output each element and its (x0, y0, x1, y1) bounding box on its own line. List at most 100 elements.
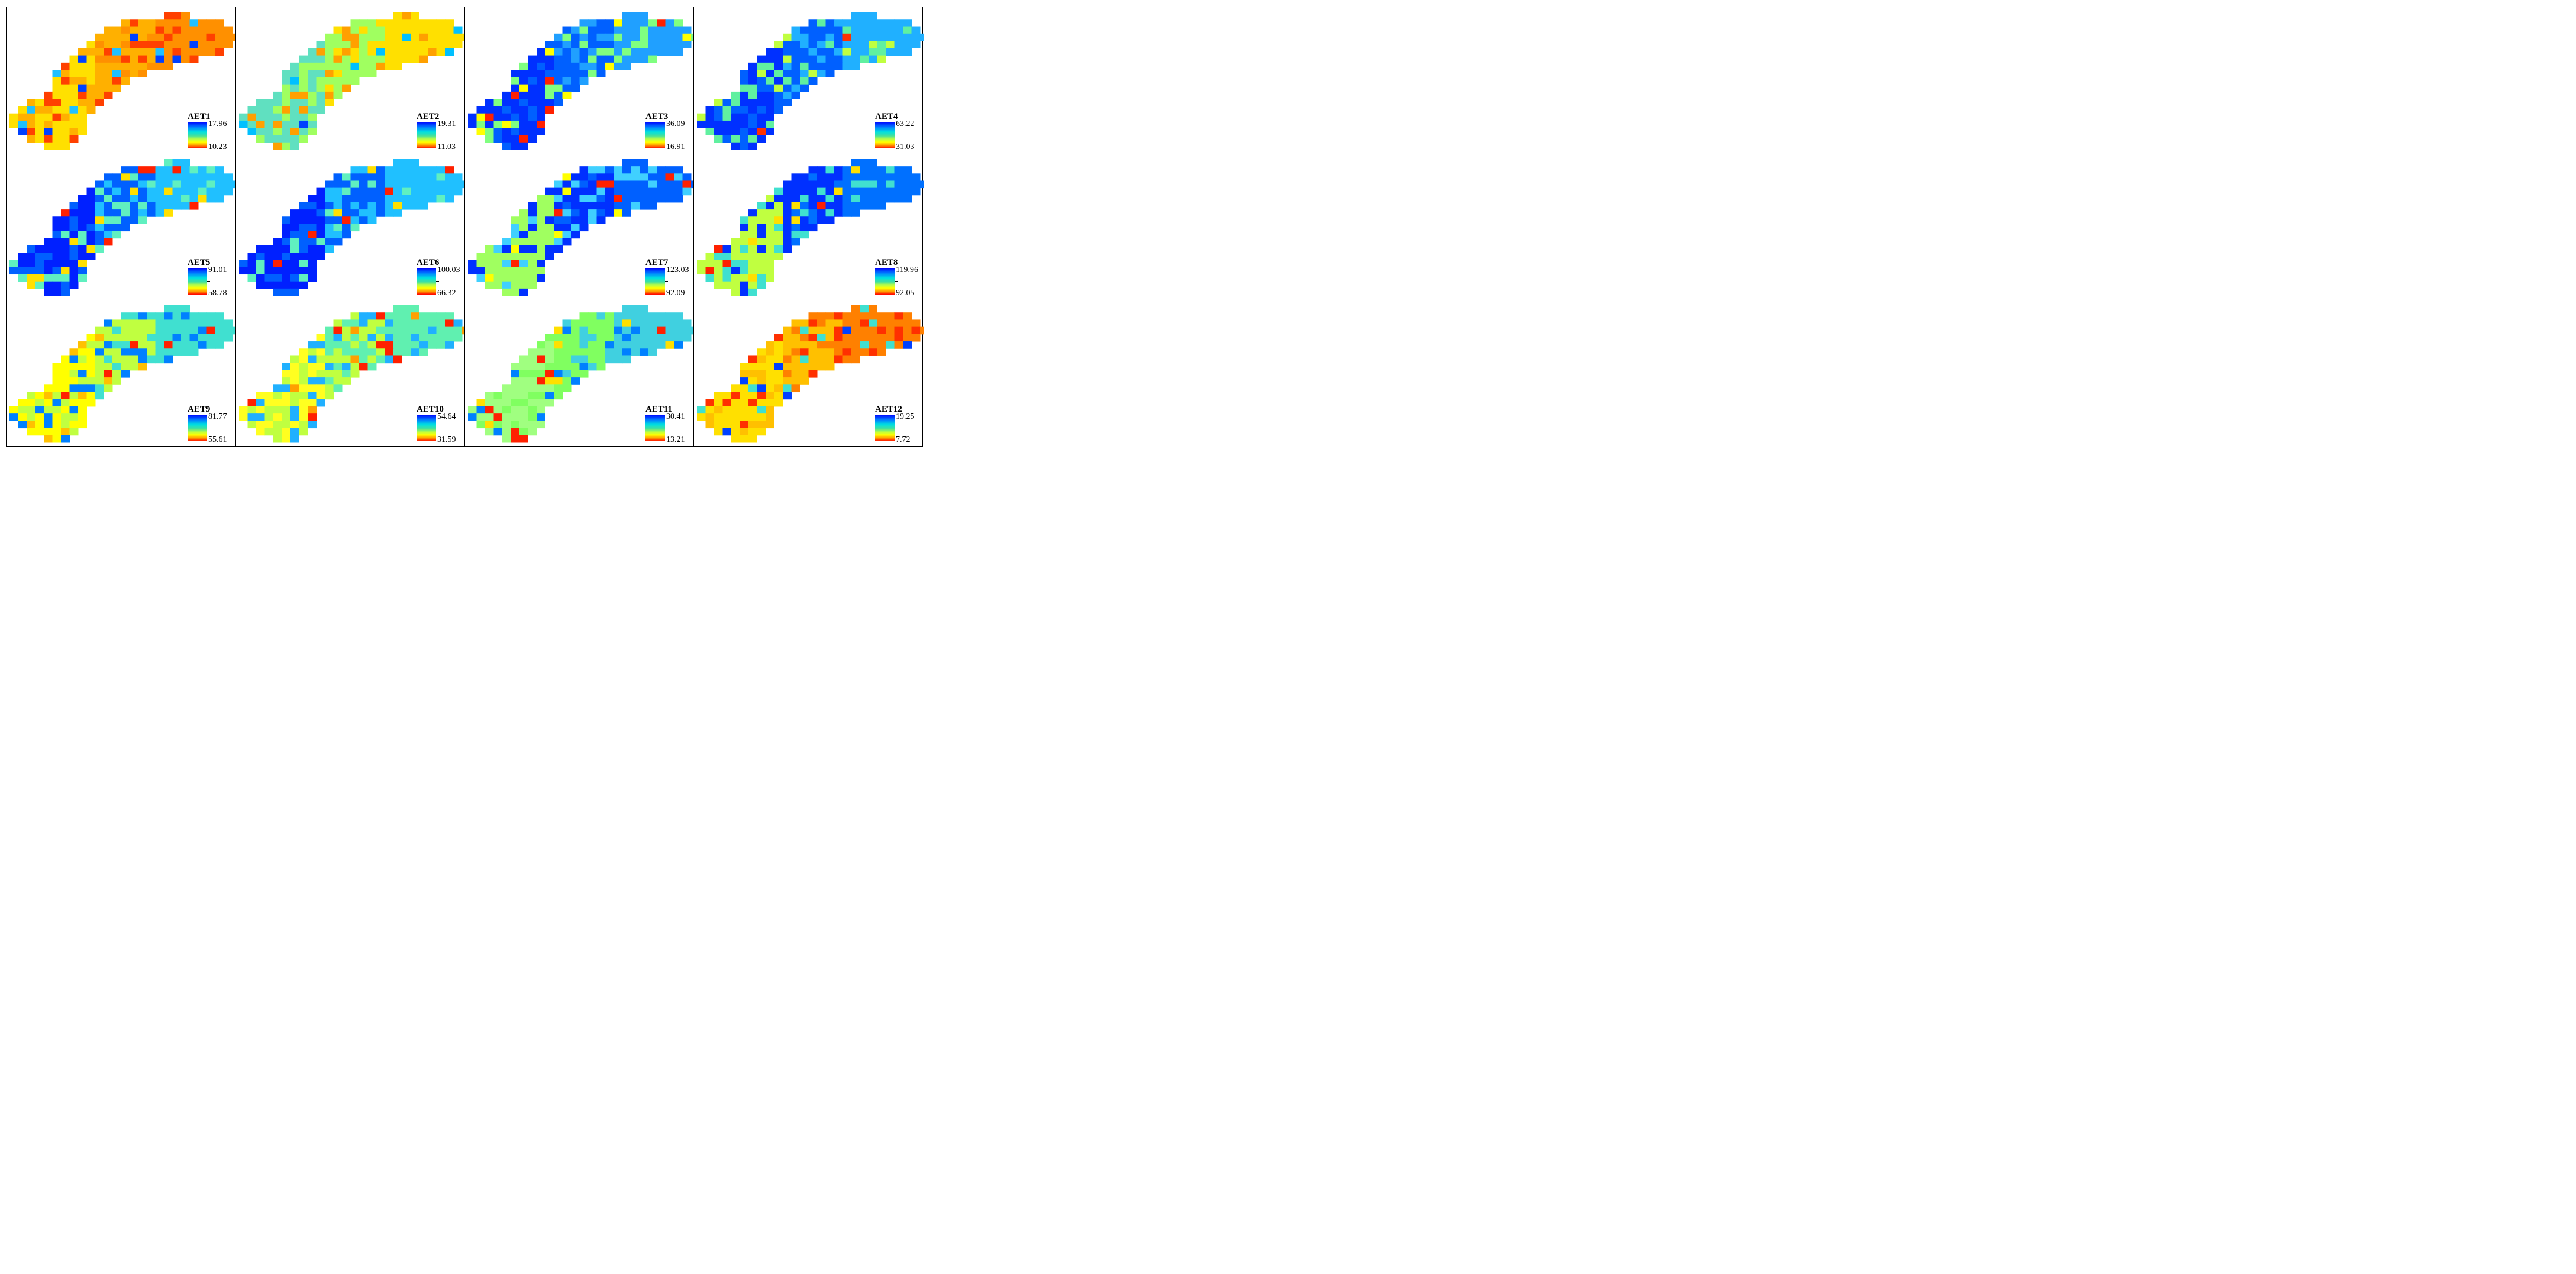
raster-cell (224, 326, 233, 335)
raster-cell (665, 195, 674, 203)
raster-cell (766, 120, 774, 128)
raster-cell (808, 55, 818, 63)
raster-cell (791, 55, 800, 63)
raster-cell (774, 195, 783, 203)
raster-cell (622, 12, 631, 20)
raster-cell (640, 166, 648, 174)
raster-cell (61, 355, 70, 364)
raster-cell (791, 224, 800, 232)
raster-cell (264, 406, 274, 414)
raster-cell (239, 260, 248, 267)
raster-cell (631, 305, 640, 313)
raster-cell (911, 326, 921, 335)
raster-cell (172, 12, 182, 20)
raster-cell (851, 355, 860, 364)
raster-cell (911, 41, 921, 48)
raster-cell (282, 421, 291, 429)
raster-cell (757, 413, 766, 421)
raster-cell (44, 142, 53, 150)
raster-cell (731, 135, 740, 143)
raster-cell (206, 312, 216, 320)
raster-cell (282, 106, 291, 114)
raster-cell (138, 55, 147, 63)
raster-cell (393, 180, 402, 189)
raster-cell (112, 70, 121, 77)
raster-cell (453, 173, 463, 181)
raster-cell (155, 55, 164, 63)
raster-cell (69, 120, 79, 128)
raster-cell (731, 128, 740, 135)
raster-cell (511, 142, 520, 150)
raster-cell (164, 180, 173, 189)
raster-cell (808, 19, 818, 27)
legend-max-value: 91.01 (208, 266, 227, 274)
raster-cell (757, 62, 766, 70)
raster-cell (121, 33, 130, 41)
raster-cell (571, 231, 580, 239)
raster-cell (622, 209, 631, 217)
raster-cell (172, 334, 182, 342)
raster-cell (825, 55, 835, 63)
raster-cell (817, 326, 826, 335)
raster-cell (920, 180, 924, 189)
raster-cell (367, 62, 377, 70)
legend-min-value: 66.32 (437, 289, 456, 298)
raster-cell (851, 312, 860, 320)
raster-cell (605, 348, 614, 356)
raster-cell (545, 348, 554, 356)
raster-cell (86, 187, 96, 196)
raster-cell (86, 209, 96, 217)
raster-cell (402, 312, 411, 320)
raster-cell (842, 173, 852, 181)
raster-cell (402, 319, 411, 328)
raster-cell (605, 187, 614, 196)
raster-cell (774, 62, 783, 70)
raster-cell (273, 281, 282, 289)
raster-cell (155, 48, 164, 56)
raster-cell (614, 348, 623, 356)
raster-cell (502, 392, 511, 400)
raster-cell (519, 384, 528, 393)
raster-cell (273, 392, 282, 400)
raster-cell (411, 348, 419, 356)
raster-cell (834, 166, 843, 174)
raster-cell (705, 128, 715, 135)
raster-cell (740, 384, 749, 393)
raster-cell (282, 406, 291, 414)
raster-cell (748, 209, 757, 217)
raster-cell (44, 274, 53, 282)
raster-cell (842, 166, 852, 174)
raster-cell (545, 84, 554, 92)
raster-cell (554, 238, 563, 246)
raster-cell (290, 370, 299, 378)
raster-cell (333, 62, 343, 70)
raster-cell (138, 348, 147, 356)
raster-cell (393, 12, 402, 20)
raster-cell (130, 26, 138, 34)
raster-cell (78, 399, 87, 407)
raster-cell (834, 312, 843, 320)
raster-cell (545, 245, 554, 253)
raster-cell (579, 77, 589, 85)
raster-cell (445, 187, 454, 196)
raster-cell (69, 55, 79, 63)
raster-cell (385, 180, 394, 189)
raster-cell (825, 348, 835, 356)
raster-cell (877, 326, 886, 335)
raster-cell (299, 421, 308, 429)
raster-cell (52, 84, 62, 92)
raster-cell (181, 33, 190, 41)
raster-cell (562, 173, 572, 181)
raster-cell (860, 19, 869, 27)
raster-cell (579, 55, 589, 63)
raster-cell (299, 281, 308, 289)
raster-cell (121, 26, 130, 34)
raster-cell (485, 120, 494, 128)
raster-cell (333, 84, 343, 92)
raster-cell (428, 26, 437, 34)
raster-cell (528, 209, 537, 217)
raster-cell (731, 142, 740, 150)
raster-cell (571, 355, 580, 364)
raster-cell (299, 406, 308, 414)
raster-cell (842, 319, 852, 328)
